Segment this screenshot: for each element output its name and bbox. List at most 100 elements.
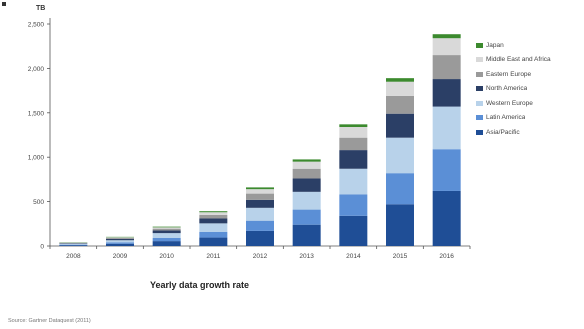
bar-segment bbox=[292, 224, 321, 246]
bar-segment bbox=[152, 228, 181, 231]
legend-item: Eastern Europe bbox=[476, 67, 584, 82]
legend-label: Asia/Pacific bbox=[486, 128, 520, 136]
source-note: Source: Gartner Dataquest (2011) bbox=[8, 318, 91, 324]
legend-swatch bbox=[476, 115, 483, 121]
bar-segment bbox=[59, 243, 88, 244]
bar-segment bbox=[246, 187, 274, 190]
bar-segment bbox=[106, 238, 134, 241]
legend-swatch bbox=[476, 71, 483, 77]
bar-segment bbox=[339, 150, 368, 169]
bar-segment bbox=[292, 161, 321, 169]
bar-segment bbox=[432, 79, 461, 107]
bar-segment bbox=[199, 218, 228, 224]
bar-segment bbox=[386, 113, 414, 138]
y-tick-label: 500 bbox=[33, 199, 44, 206]
bar-segment bbox=[339, 215, 368, 246]
bar-segment bbox=[339, 137, 368, 151]
bar-segment bbox=[152, 241, 181, 246]
legend-swatch bbox=[476, 100, 483, 106]
legend-item: Asia/Pacific bbox=[476, 125, 584, 140]
y-tick-label: 0 bbox=[40, 244, 44, 251]
x-tick-label: 2009 bbox=[113, 253, 128, 260]
bar-segment bbox=[292, 159, 321, 162]
x-tick-label: 2013 bbox=[299, 253, 314, 260]
legend-label: Middle East and Africa bbox=[486, 56, 551, 64]
x-tick-label: 2015 bbox=[393, 253, 408, 260]
bar-segment bbox=[386, 81, 414, 96]
legend-item: Western Europe bbox=[476, 96, 584, 111]
bar-segment bbox=[339, 194, 368, 216]
legend-swatch bbox=[476, 86, 483, 92]
legend-label: Latin America bbox=[486, 114, 526, 122]
legend-item: North America bbox=[476, 82, 584, 97]
legend-item: Middle East and Africa bbox=[476, 53, 584, 68]
bar-segment bbox=[199, 237, 228, 246]
bar-segment bbox=[386, 204, 414, 246]
legend-swatch bbox=[476, 129, 483, 135]
y-tick-label: 2,000 bbox=[28, 66, 45, 73]
bar-segment bbox=[199, 211, 228, 213]
bar-segment bbox=[292, 191, 321, 210]
legend-swatch bbox=[476, 57, 483, 63]
x-tick-label: 2016 bbox=[439, 253, 454, 260]
bar-segment bbox=[432, 190, 461, 246]
bar-segment bbox=[339, 168, 368, 195]
bar-segment bbox=[292, 178, 321, 192]
bar-segment bbox=[106, 243, 134, 246]
bar-segment bbox=[432, 106, 461, 150]
x-tick-label: 2012 bbox=[253, 253, 268, 260]
bar-segment bbox=[386, 137, 414, 174]
chart-legend: Japan Middle East and Africa Eastern Europ… bbox=[476, 38, 584, 140]
bar-segment bbox=[339, 124, 368, 128]
bar-segment bbox=[199, 223, 228, 232]
y-tick-label: 1,500 bbox=[28, 110, 45, 117]
bar-segment bbox=[152, 238, 181, 242]
bar-segment bbox=[106, 242, 134, 244]
bar-segment bbox=[432, 55, 461, 80]
x-axis-title: Yearly data growth rate bbox=[150, 280, 250, 290]
bar-segment bbox=[152, 233, 181, 239]
bar-segment bbox=[432, 149, 461, 191]
bar-segment bbox=[199, 212, 228, 215]
bar-segment bbox=[246, 189, 274, 194]
y-tick-label: 2,500 bbox=[28, 22, 45, 29]
bar-segment bbox=[106, 238, 134, 239]
corner-marker bbox=[2, 2, 6, 6]
bar-segment bbox=[199, 214, 228, 219]
x-tick-label: 2010 bbox=[159, 253, 174, 260]
bar-segment bbox=[246, 207, 274, 221]
legend-item: Latin America bbox=[476, 111, 584, 126]
bar-segment bbox=[59, 245, 88, 246]
bar-segment bbox=[106, 237, 134, 239]
y-tick-label: 1,000 bbox=[28, 155, 45, 162]
legend-swatch bbox=[476, 42, 483, 48]
legend-label: Eastern Europe bbox=[486, 70, 532, 78]
legend-label: Western Europe bbox=[486, 99, 533, 107]
bar-segment bbox=[432, 38, 461, 56]
bar-segment bbox=[152, 230, 181, 234]
legend-item: Japan bbox=[476, 38, 584, 53]
bar-segment bbox=[246, 193, 274, 200]
bar-segment bbox=[339, 127, 368, 138]
bar-segment bbox=[386, 95, 414, 114]
bar-segment bbox=[199, 231, 228, 238]
legend-label: Japan bbox=[486, 41, 504, 49]
bar-segment bbox=[292, 209, 321, 225]
bar-segment bbox=[152, 226, 181, 228]
bar-segment bbox=[59, 243, 88, 245]
bar-segment bbox=[152, 227, 181, 229]
bar-segment bbox=[432, 34, 461, 39]
x-tick-label: 2011 bbox=[206, 253, 220, 260]
y-axis-unit-label: TB bbox=[36, 5, 46, 12]
bar-segment bbox=[246, 199, 274, 208]
x-tick-label: 2008 bbox=[66, 253, 81, 260]
bar-segment bbox=[246, 220, 274, 231]
x-tick-label: 2014 bbox=[346, 253, 361, 260]
bar-segment bbox=[246, 230, 274, 246]
bar-segment bbox=[386, 78, 414, 82]
bar-segment bbox=[386, 173, 414, 205]
bar-segment bbox=[106, 240, 134, 243]
bar-segment bbox=[292, 168, 321, 179]
legend-label: North America bbox=[486, 85, 528, 93]
